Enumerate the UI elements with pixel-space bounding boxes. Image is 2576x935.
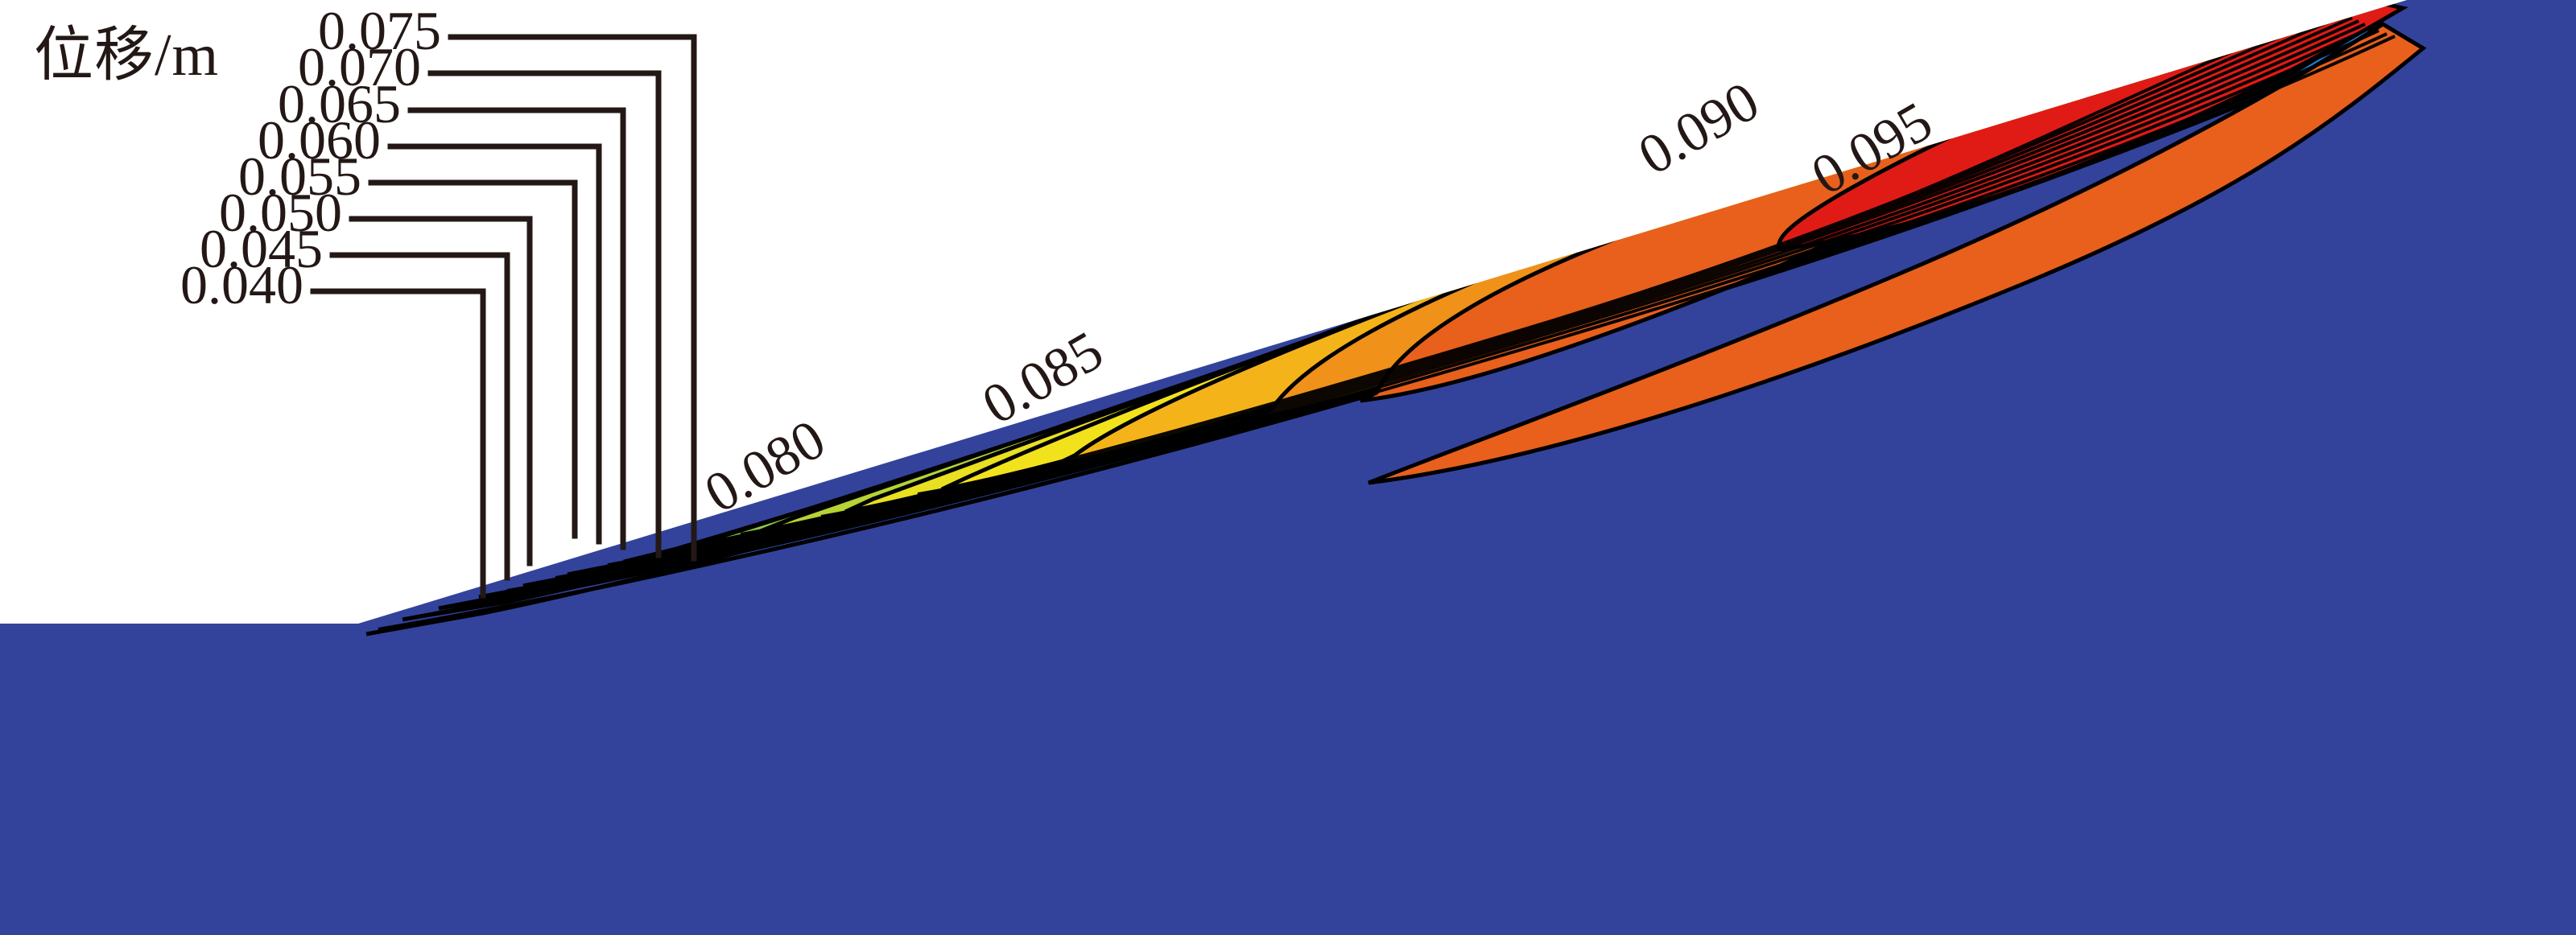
leader-line — [407, 107, 626, 550]
leader-line — [310, 288, 486, 599]
leader-line — [368, 179, 578, 539]
leader-line — [329, 252, 510, 581]
contour-value-label: 0.050 — [219, 182, 342, 243]
axis-title: 位移/m — [34, 23, 220, 89]
contour-value-label: 0.070 — [298, 36, 421, 97]
leader-line — [349, 216, 533, 566]
leader-lines — [310, 34, 697, 599]
contour-value-label: 0.040 — [180, 254, 303, 315]
leader-line — [448, 34, 697, 562]
contour-value-label: 0.055 — [238, 146, 361, 207]
contour-value-label: 0.075 — [318, 0, 441, 61]
contour-value-label: 0.065 — [278, 73, 401, 134]
leader-line — [427, 70, 662, 558]
contour-value-label: 0.045 — [200, 218, 323, 279]
contour-value-label: 0.060 — [258, 109, 381, 171]
leader-line — [387, 143, 602, 545]
fringe-contour-lines — [378, 6, 2396, 631]
